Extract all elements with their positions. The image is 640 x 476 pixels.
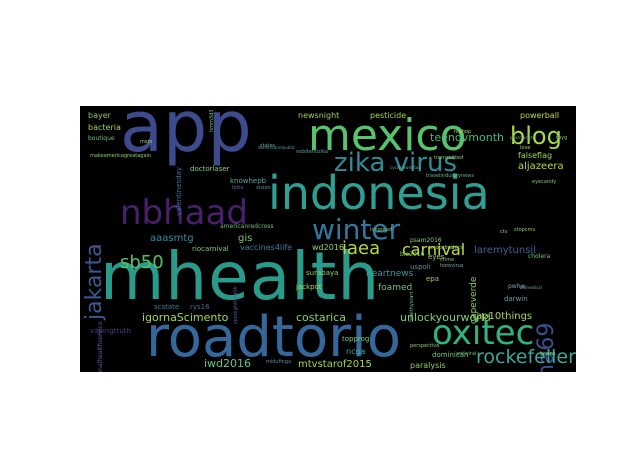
- word-teendvmonth: teendvmonth: [430, 131, 505, 144]
- word-antiviral: antiviral: [456, 351, 477, 357]
- word-iaea: iaea: [342, 238, 381, 259]
- word-tbyg: tbyg: [556, 135, 568, 141]
- word-bayer: bayer: [88, 111, 111, 120]
- word-psam2016: psam2016: [410, 237, 442, 244]
- word-capeverde: capeverde: [469, 276, 479, 324]
- word-cloud: mhealth app roadtorio indonesia mexico n…: [80, 106, 576, 372]
- word-darwin: darwin: [504, 295, 528, 303]
- word-rys16: rys16: [190, 303, 210, 311]
- word-nobitenozika: nobitenozika: [296, 149, 328, 155]
- word-uspoli: uspoli: [410, 263, 431, 271]
- word-scstate: scstate: [154, 303, 180, 311]
- word-newsnight: newsnight: [298, 111, 340, 120]
- word-bacteria: bacteria: [88, 123, 121, 132]
- word-nbhaad: nbhaad: [120, 193, 248, 233]
- word-eyes: eyes: [428, 253, 445, 261]
- word-smokefree: smokefree: [428, 245, 455, 251]
- word-knowhepb: knowhepb: [230, 177, 267, 185]
- word-aljazeera: aljazeera: [518, 161, 564, 172]
- word-oxitec: oxitec: [432, 313, 535, 353]
- word-midufinga: midufinga: [266, 359, 292, 365]
- word-winter: winter: [312, 213, 401, 246]
- word-makeamericagreatagain: makeamericagreatagain: [90, 153, 152, 159]
- word-nationalhealthservice: nationalhealthservice: [97, 321, 104, 372]
- word-dominican: dominican: [432, 351, 469, 359]
- word-pharmacists: pharmacists: [510, 135, 535, 140]
- word-surabaya: surabaya: [306, 269, 339, 277]
- word-jakarta: jakarta: [82, 243, 107, 320]
- word-perspective: perspective: [410, 343, 440, 349]
- word-vision: vision: [256, 185, 271, 191]
- word-rockefeller: rockefeller: [476, 346, 576, 368]
- word-states: states: [260, 143, 276, 149]
- word-eyecandy: eyecandy: [532, 179, 557, 185]
- word-transmitted: transmitted: [434, 155, 464, 161]
- word-horovirus: horovirus: [440, 263, 464, 269]
- word-valentinesday: valentinesday: [175, 166, 183, 216]
- word-jackpot: jackpot: [296, 283, 322, 291]
- word-laremytunsil: laremytunsil: [474, 245, 536, 256]
- word-heartnews: heartnews: [366, 269, 414, 279]
- word-msm: msm: [140, 139, 153, 145]
- word-igornascimento: igornaScimento: [142, 311, 229, 324]
- word-pwhw: pwhw: [508, 283, 526, 290]
- word-indonesia: indonesia: [268, 166, 490, 220]
- word-roadtorio: roadtorio: [146, 305, 401, 370]
- word-paralysis: paralysis: [410, 361, 446, 370]
- word-mtvstarof2015: mtvstarof2015: [298, 359, 372, 370]
- word-vaccines4life: vaccines4life: [240, 243, 293, 252]
- word-travelindustrynews: travelindustrynews: [426, 173, 474, 179]
- word-healthystart: healthystart: [409, 291, 415, 322]
- word-sb50: sb50: [120, 252, 164, 273]
- word-brains: brains: [540, 351, 556, 357]
- word-hmm3d3: hmm3d3: [209, 109, 215, 132]
- word-gis: gis: [238, 233, 253, 244]
- word-zika-virus: zika virus: [334, 148, 457, 178]
- word-falseflag: falseflag: [518, 151, 553, 160]
- word-unlockyourworld: unlockyourworld: [400, 311, 491, 324]
- word-aaasmtg: aaasmtg: [150, 233, 194, 244]
- word-vapingtruth: vapingtruth: [90, 327, 131, 335]
- word-doctorlaser: doctorlaser: [190, 165, 230, 173]
- word-dominicanrepublic: dominicanrepublic: [258, 145, 295, 150]
- word-mhealth: mhealth: [100, 238, 381, 315]
- word-longread: longread: [370, 227, 393, 233]
- word-ctv: ctv: [500, 229, 508, 235]
- word-ncga: ncga: [346, 347, 366, 356]
- word-ethics: ethics: [448, 245, 463, 251]
- word-americanredcross: americanredcross: [220, 223, 274, 230]
- word-powerball: powerball: [520, 111, 560, 120]
- word-iwd2016: iwd2016: [204, 357, 252, 370]
- word-stopcmv: stopcmv: [514, 227, 536, 233]
- word-topprog: topprog: [342, 335, 370, 343]
- word-blog: blog: [510, 122, 562, 150]
- word-cyclonewinston: cyclonewinston: [390, 165, 421, 170]
- word-love: love: [520, 145, 531, 151]
- word-riocarnival: riocarnival: [192, 245, 229, 253]
- word-cholera: cholera: [528, 253, 551, 260]
- word-pesticide: pesticide: [370, 111, 407, 120]
- word-mexico: mexico: [308, 110, 467, 161]
- word-hiphop: hiphop: [454, 129, 472, 135]
- word-bio2016: bio2016: [400, 251, 425, 258]
- word-foamed: foamed: [378, 283, 413, 293]
- word-lotto: lotto: [232, 185, 244, 191]
- word-ap10things: ap10things: [476, 311, 533, 322]
- word-epa: epa: [426, 275, 440, 283]
- word-biomedical: biomedical: [520, 285, 542, 290]
- word-spotlighthealth: spotlighthealth: [233, 286, 239, 324]
- word-carnival: carnival: [402, 240, 466, 259]
- word-app: app: [120, 106, 252, 168]
- word-costarica: costarica: [296, 311, 346, 324]
- word-crime: crime: [440, 257, 455, 263]
- word-boutique: boutique: [88, 135, 115, 142]
- word-wd2016: wd2016: [312, 243, 344, 252]
